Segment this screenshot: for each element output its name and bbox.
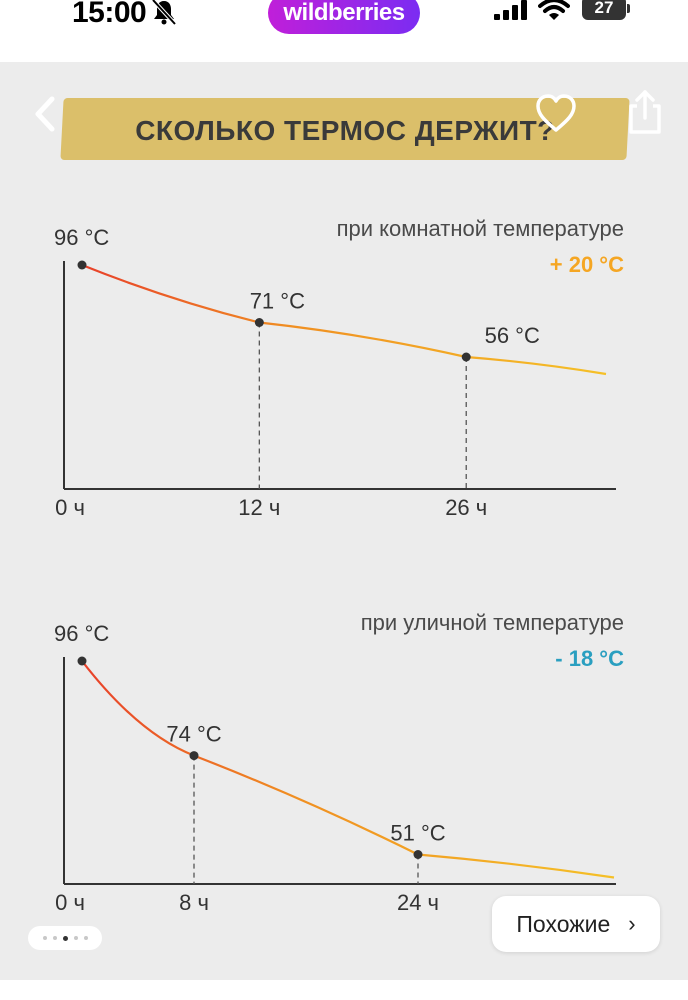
chart-subtitle: при комнатной температуре [337,216,624,241]
carousel-dot [83,936,88,940]
x-tick-label: 0 ч [55,495,85,520]
battery-indicator: 27 [582,0,626,20]
wifi-icon [538,0,570,20]
chevron-right-icon: › [628,911,636,936]
chevron-left-icon [35,96,55,132]
heart-icon [536,94,576,132]
status-time: 15:00 [72,0,147,29]
data-label: 96 °C [54,225,109,250]
data-label: 74 °C [166,722,221,747]
carousel-dot-active [62,935,68,941]
share-button[interactable] [624,88,666,136]
data-label: 56 °C [485,323,540,348]
data-point [461,352,471,362]
chart-condition: + 20 °C [550,252,624,277]
data-point [413,850,423,859]
similar-button[interactable]: Похожие › [492,896,660,952]
bell-muted-icon [151,0,177,26]
carousel-dot [73,936,78,940]
battery-tip [627,4,630,13]
carousel-dot [42,936,47,940]
data-label: 51 °C [390,821,445,846]
signal-icon [494,0,527,20]
data-point [77,260,87,270]
chart-condition: - 18 °C [555,646,624,671]
share-icon [629,90,661,134]
data-point [189,751,199,761]
wildberries-logo: wildberries [268,0,420,34]
data-point [254,318,264,327]
x-tick-label: 8 ч [179,890,209,915]
similar-button-label: Похожие [516,910,611,937]
x-tick-label: 0 ч [55,890,85,915]
x-tick-label: 26 ч [445,495,487,520]
data-label: 71 °C [250,289,305,314]
series-line [81,263,607,376]
series-line [81,660,615,879]
chart-subtitle: при уличной температуре [361,610,624,635]
carousel-indicator [28,926,102,950]
data-point [77,656,87,666]
x-tick-label: 24 ч [397,890,439,915]
image-title: СКОЛЬКО ТЕРМОС ДЕРЖИТ? [135,115,555,146]
back-button[interactable] [28,94,64,134]
product-image[interactable] [0,62,688,980]
data-label: 96 °C [54,621,109,646]
carousel-dot [52,936,57,940]
x-tick-label: 12 ч [238,495,280,520]
status-bar: 15:00 wildberries 27 [0,0,688,60]
favorite-button[interactable] [534,92,578,136]
